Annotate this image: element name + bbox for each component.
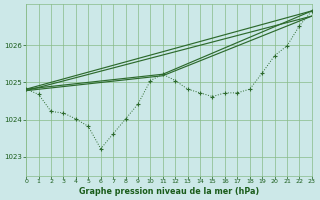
X-axis label: Graphe pression niveau de la mer (hPa): Graphe pression niveau de la mer (hPa) bbox=[79, 187, 259, 196]
